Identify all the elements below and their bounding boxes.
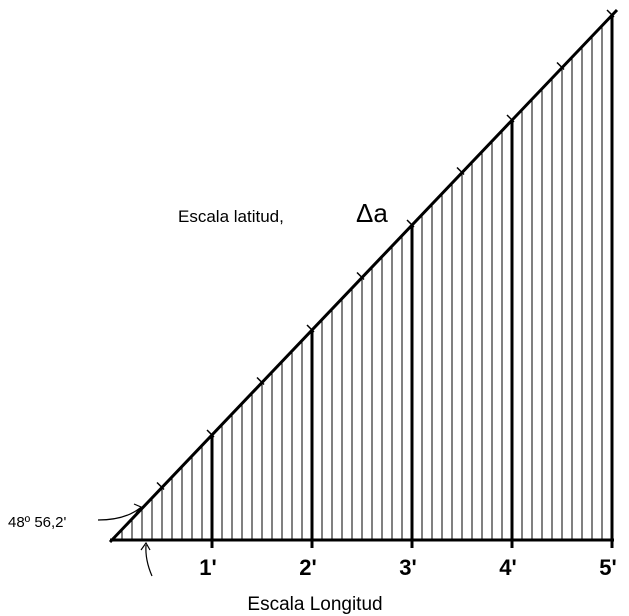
angle-label: 48º 56,2' [8,514,67,531]
hypotenuse [108,8,619,544]
tick-label: 4' [499,555,516,580]
tick-labels: 1' 2' 3' 4' 5' [199,555,616,580]
angle-arrowhead [133,503,142,514]
delta-label: Δa [356,198,388,228]
tick-label: 2' [299,555,316,580]
tick-label: 1' [199,555,216,580]
latitude-scale-label: Escala latitud, [178,207,284,226]
hatch-lines [121,9,615,548]
angle-arrowhead-lower [140,541,151,551]
angle-arrow [97,507,141,521]
longitude-scale-label: Escala Longitud [247,594,382,615]
tick-label: 5' [599,555,616,580]
tick-label: 3' [399,555,416,580]
angle-arrow-lower [145,544,153,577]
